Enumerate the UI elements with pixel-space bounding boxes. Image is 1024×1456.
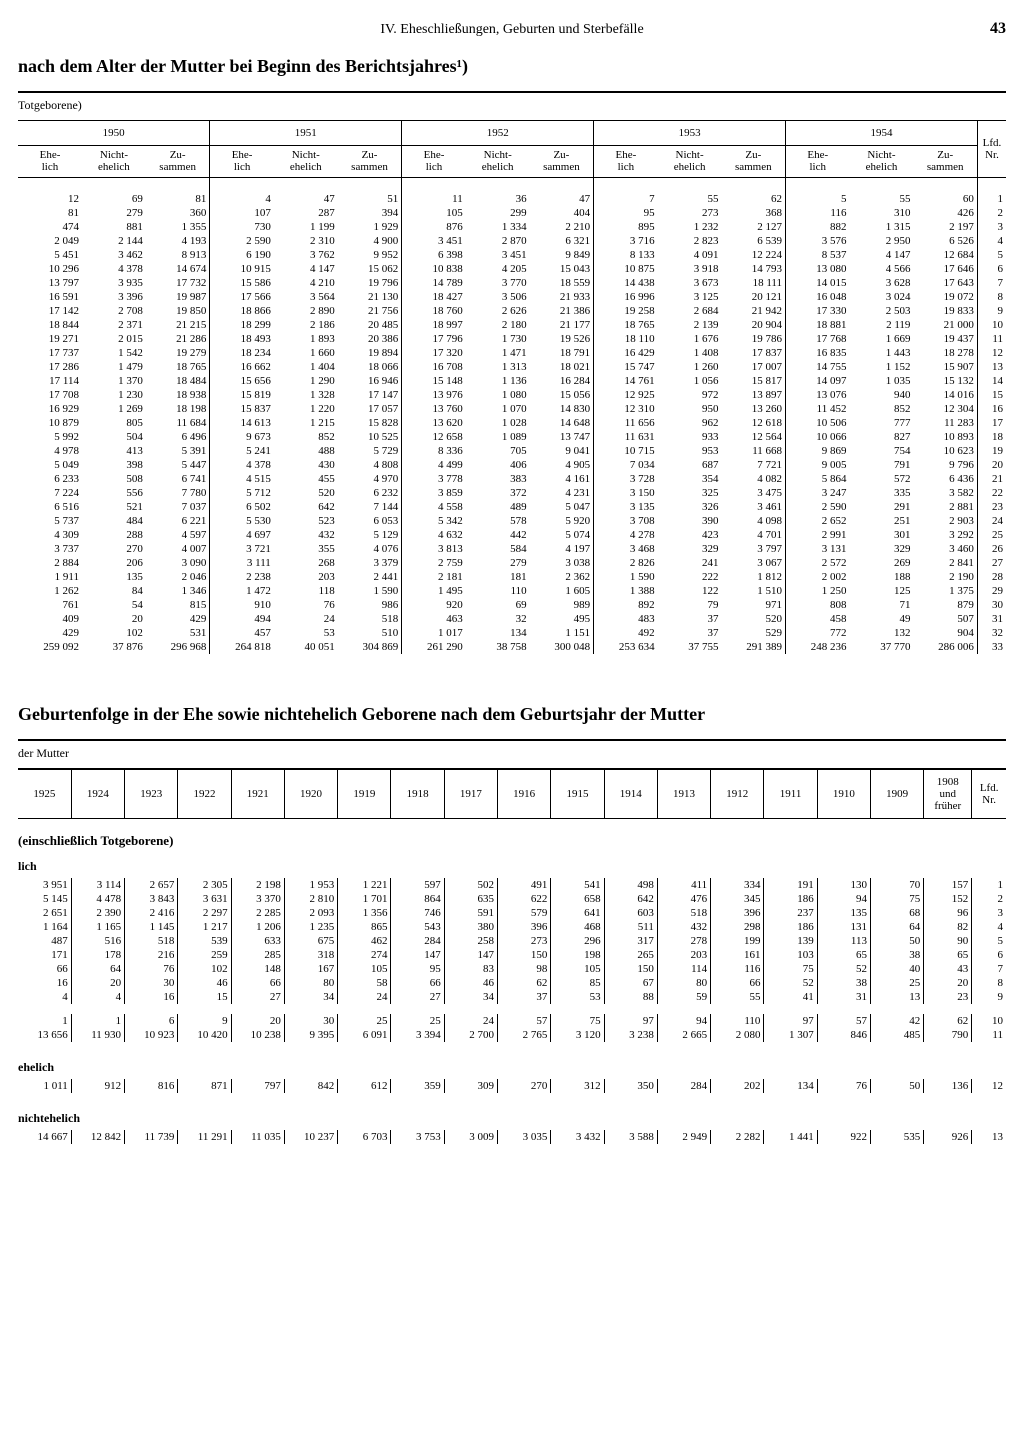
table2-note: der Mutter <box>18 743 1006 764</box>
nichtehelich-label: nichtehelich <box>18 1111 1006 1126</box>
ehelich-label: ehelich <box>18 1060 1006 1075</box>
section-label: IV. Eheschließungen, Geburten und Sterbe… <box>58 22 966 38</box>
table1-title: nach dem Alter der Mutter bei Beginn des… <box>18 56 1006 77</box>
table1-note: Totgeborene) <box>18 95 1006 116</box>
page-number: 43 <box>966 20 1006 38</box>
incl-label: (einschließlich Totgeborene) <box>18 833 1006 849</box>
table1: 19501951195219531954Lfd.Nr. Ehe-lichNich… <box>18 120 1006 654</box>
table2-title: Geburtenfolge in der Ehe sowie nichtehel… <box>18 704 1006 725</box>
lich-label: lich <box>18 859 1006 874</box>
page-header: IV. Eheschließungen, Geburten und Sterbe… <box>18 20 1006 38</box>
table2: 1925192419231922192119201919191819171916… <box>18 769 1006 819</box>
